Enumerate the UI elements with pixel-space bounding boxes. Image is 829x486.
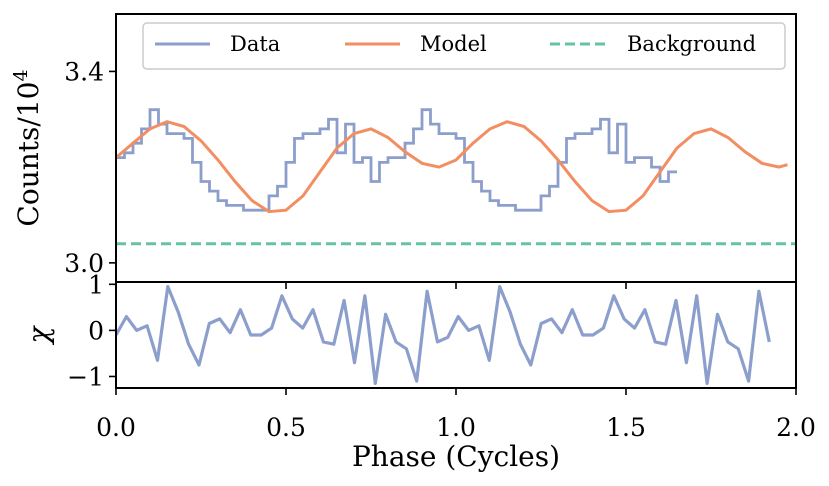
legend-model-label: Model [420,32,487,56]
legend-frame [142,22,786,70]
bottom-x-tick-label: 2.0 [776,413,816,442]
legend-background-label: Background [627,32,756,56]
top-y-axis-title-main: Counts/10 [12,82,45,227]
top-y-axis-title: Counts/104 [10,69,45,226]
top-series-layer [116,108,796,246]
bottom-panel: 1 0 −1 0.0 0.5 1.0 1.5 2.0 χ Phase (Cycles) [22,270,816,473]
top-y-tick-label: 3.0 [64,249,104,278]
bottom-y-ticks: 1 0 −1 [67,270,116,391]
bottom-x-tick-label: 0.0 [96,413,136,442]
chi-line [116,285,771,385]
bottom-series-layer [116,285,771,385]
bottom-y-tick-label: −1 [67,362,104,391]
bottom-y-tick-label: 0 [88,316,104,345]
bottom-x-tick-label: 0.5 [266,413,306,442]
legend: Data Model Background [142,22,786,70]
bottom-y-axis-title: χ [22,324,55,345]
bottom-x-ticks: 0.0 0.5 1.0 1.5 2.0 [96,388,816,442]
x-axis-title: Phase (Cycles) [352,440,560,473]
top-y-ticks: 3.0 3.4 [64,57,116,278]
bottom-axes-frame [115,281,797,389]
model-line [116,120,788,214]
bottom-x-tick-label: 1.0 [436,413,476,442]
top-y-axis-title-exponent: 4 [10,69,32,81]
legend-data-label: Data [230,32,280,56]
bottom-y-tick-label: 1 [88,270,104,299]
top-y-tick-label: 3.4 [64,57,104,86]
bottom-x-tick-label: 1.5 [606,413,646,442]
top-x-ticks [115,282,797,289]
top-panel: 3.0 3.4 Counts/104 Data Model Background [10,13,797,289]
data-step-line [116,108,677,212]
